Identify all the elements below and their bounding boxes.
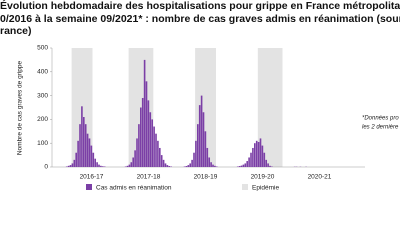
bar	[244, 163, 247, 167]
y-tick-label: 300	[37, 92, 48, 99]
y-tick-label: 500	[37, 45, 48, 52]
bar	[83, 117, 85, 167]
bar	[193, 152, 195, 167]
x-tick-label: 2018-19	[194, 174, 218, 181]
bar	[77, 140, 79, 167]
bar	[100, 165, 102, 167]
bar	[198, 105, 201, 167]
bar	[132, 157, 135, 167]
bar	[267, 163, 269, 167]
bar	[128, 164, 131, 167]
bar	[162, 159, 165, 167]
bar	[191, 159, 193, 167]
bar	[208, 157, 211, 167]
x-tick-label: 2017-18	[137, 174, 161, 181]
bar	[255, 140, 258, 167]
bar	[94, 158, 97, 167]
bar	[126, 165, 129, 167]
bar	[145, 81, 148, 167]
chart-title: 0/2016 à la semaine 09/2021* : nombre de…	[0, 13, 400, 25]
bar	[155, 133, 157, 167]
chart: Évolution hebdomadaire des hospitalisati…	[0, 0, 400, 192]
chart-title: Évolution hebdomadaire des hospitalisati…	[0, 0, 400, 12]
bar	[84, 124, 87, 167]
bar	[81, 106, 83, 167]
bar	[134, 150, 136, 167]
bar	[141, 97, 144, 167]
bar	[88, 138, 91, 167]
bar	[98, 164, 100, 167]
bar	[195, 140, 197, 167]
bar	[240, 165, 243, 167]
x-tick-label: 2016-17	[80, 174, 104, 181]
bar	[197, 124, 199, 167]
bar	[242, 164, 245, 167]
bar	[248, 157, 250, 167]
bar	[160, 155, 163, 167]
bar	[140, 107, 142, 167]
bar	[73, 159, 76, 167]
bar	[269, 165, 271, 167]
bar	[102, 166, 104, 167]
bar	[185, 166, 188, 167]
bar	[138, 124, 140, 167]
bar	[92, 152, 95, 167]
legend-label: Cas admis en réanimation	[96, 185, 172, 192]
bar	[157, 140, 159, 167]
legend-label: Epidémie	[252, 185, 279, 192]
bar	[202, 112, 205, 167]
y-axis-label: Nombre de cas graves de grippe	[17, 60, 24, 155]
bar	[250, 152, 252, 167]
bar	[130, 162, 133, 167]
y-tick-label: 100	[37, 140, 48, 147]
bar	[168, 166, 171, 167]
bar	[164, 163, 167, 167]
bar	[252, 147, 254, 167]
bar	[238, 166, 241, 167]
bar	[189, 163, 192, 167]
bar	[136, 138, 138, 167]
bar	[90, 145, 93, 167]
y-tick-label: 400	[37, 69, 48, 76]
bar	[149, 112, 152, 167]
legend-swatch	[242, 184, 248, 190]
x-tick-label: 2020-21	[308, 174, 332, 181]
bar	[265, 159, 268, 167]
bar	[212, 164, 214, 167]
bar	[259, 138, 262, 167]
bar	[254, 143, 256, 167]
epidemic-band	[257, 48, 283, 167]
bar	[261, 145, 264, 167]
x-tick-label: 2019-20	[251, 174, 275, 181]
y-tick-label: 200	[37, 116, 48, 123]
bar	[69, 165, 72, 167]
bar	[166, 165, 169, 167]
bar	[153, 126, 155, 167]
bar	[159, 147, 161, 167]
bar	[151, 119, 154, 167]
bar	[204, 131, 207, 167]
bar	[143, 59, 146, 167]
legend-swatch	[86, 184, 92, 190]
bar	[206, 147, 209, 167]
bar	[214, 165, 216, 167]
bar	[86, 133, 89, 167]
bar	[71, 163, 74, 167]
y-tick-label: 0	[44, 164, 48, 171]
bar	[96, 162, 98, 167]
bar	[257, 142, 260, 167]
bar	[200, 95, 203, 167]
bar	[147, 100, 150, 167]
bar	[187, 165, 190, 167]
bar	[67, 165, 70, 167]
bar	[75, 152, 78, 167]
chart-title: rance)	[0, 25, 32, 37]
bar	[210, 162, 212, 167]
bar	[79, 124, 81, 167]
annotation: les 2 dernière	[362, 125, 399, 131]
bar	[263, 152, 266, 167]
annotation: *Données pro	[362, 116, 399, 122]
bar	[246, 161, 249, 167]
